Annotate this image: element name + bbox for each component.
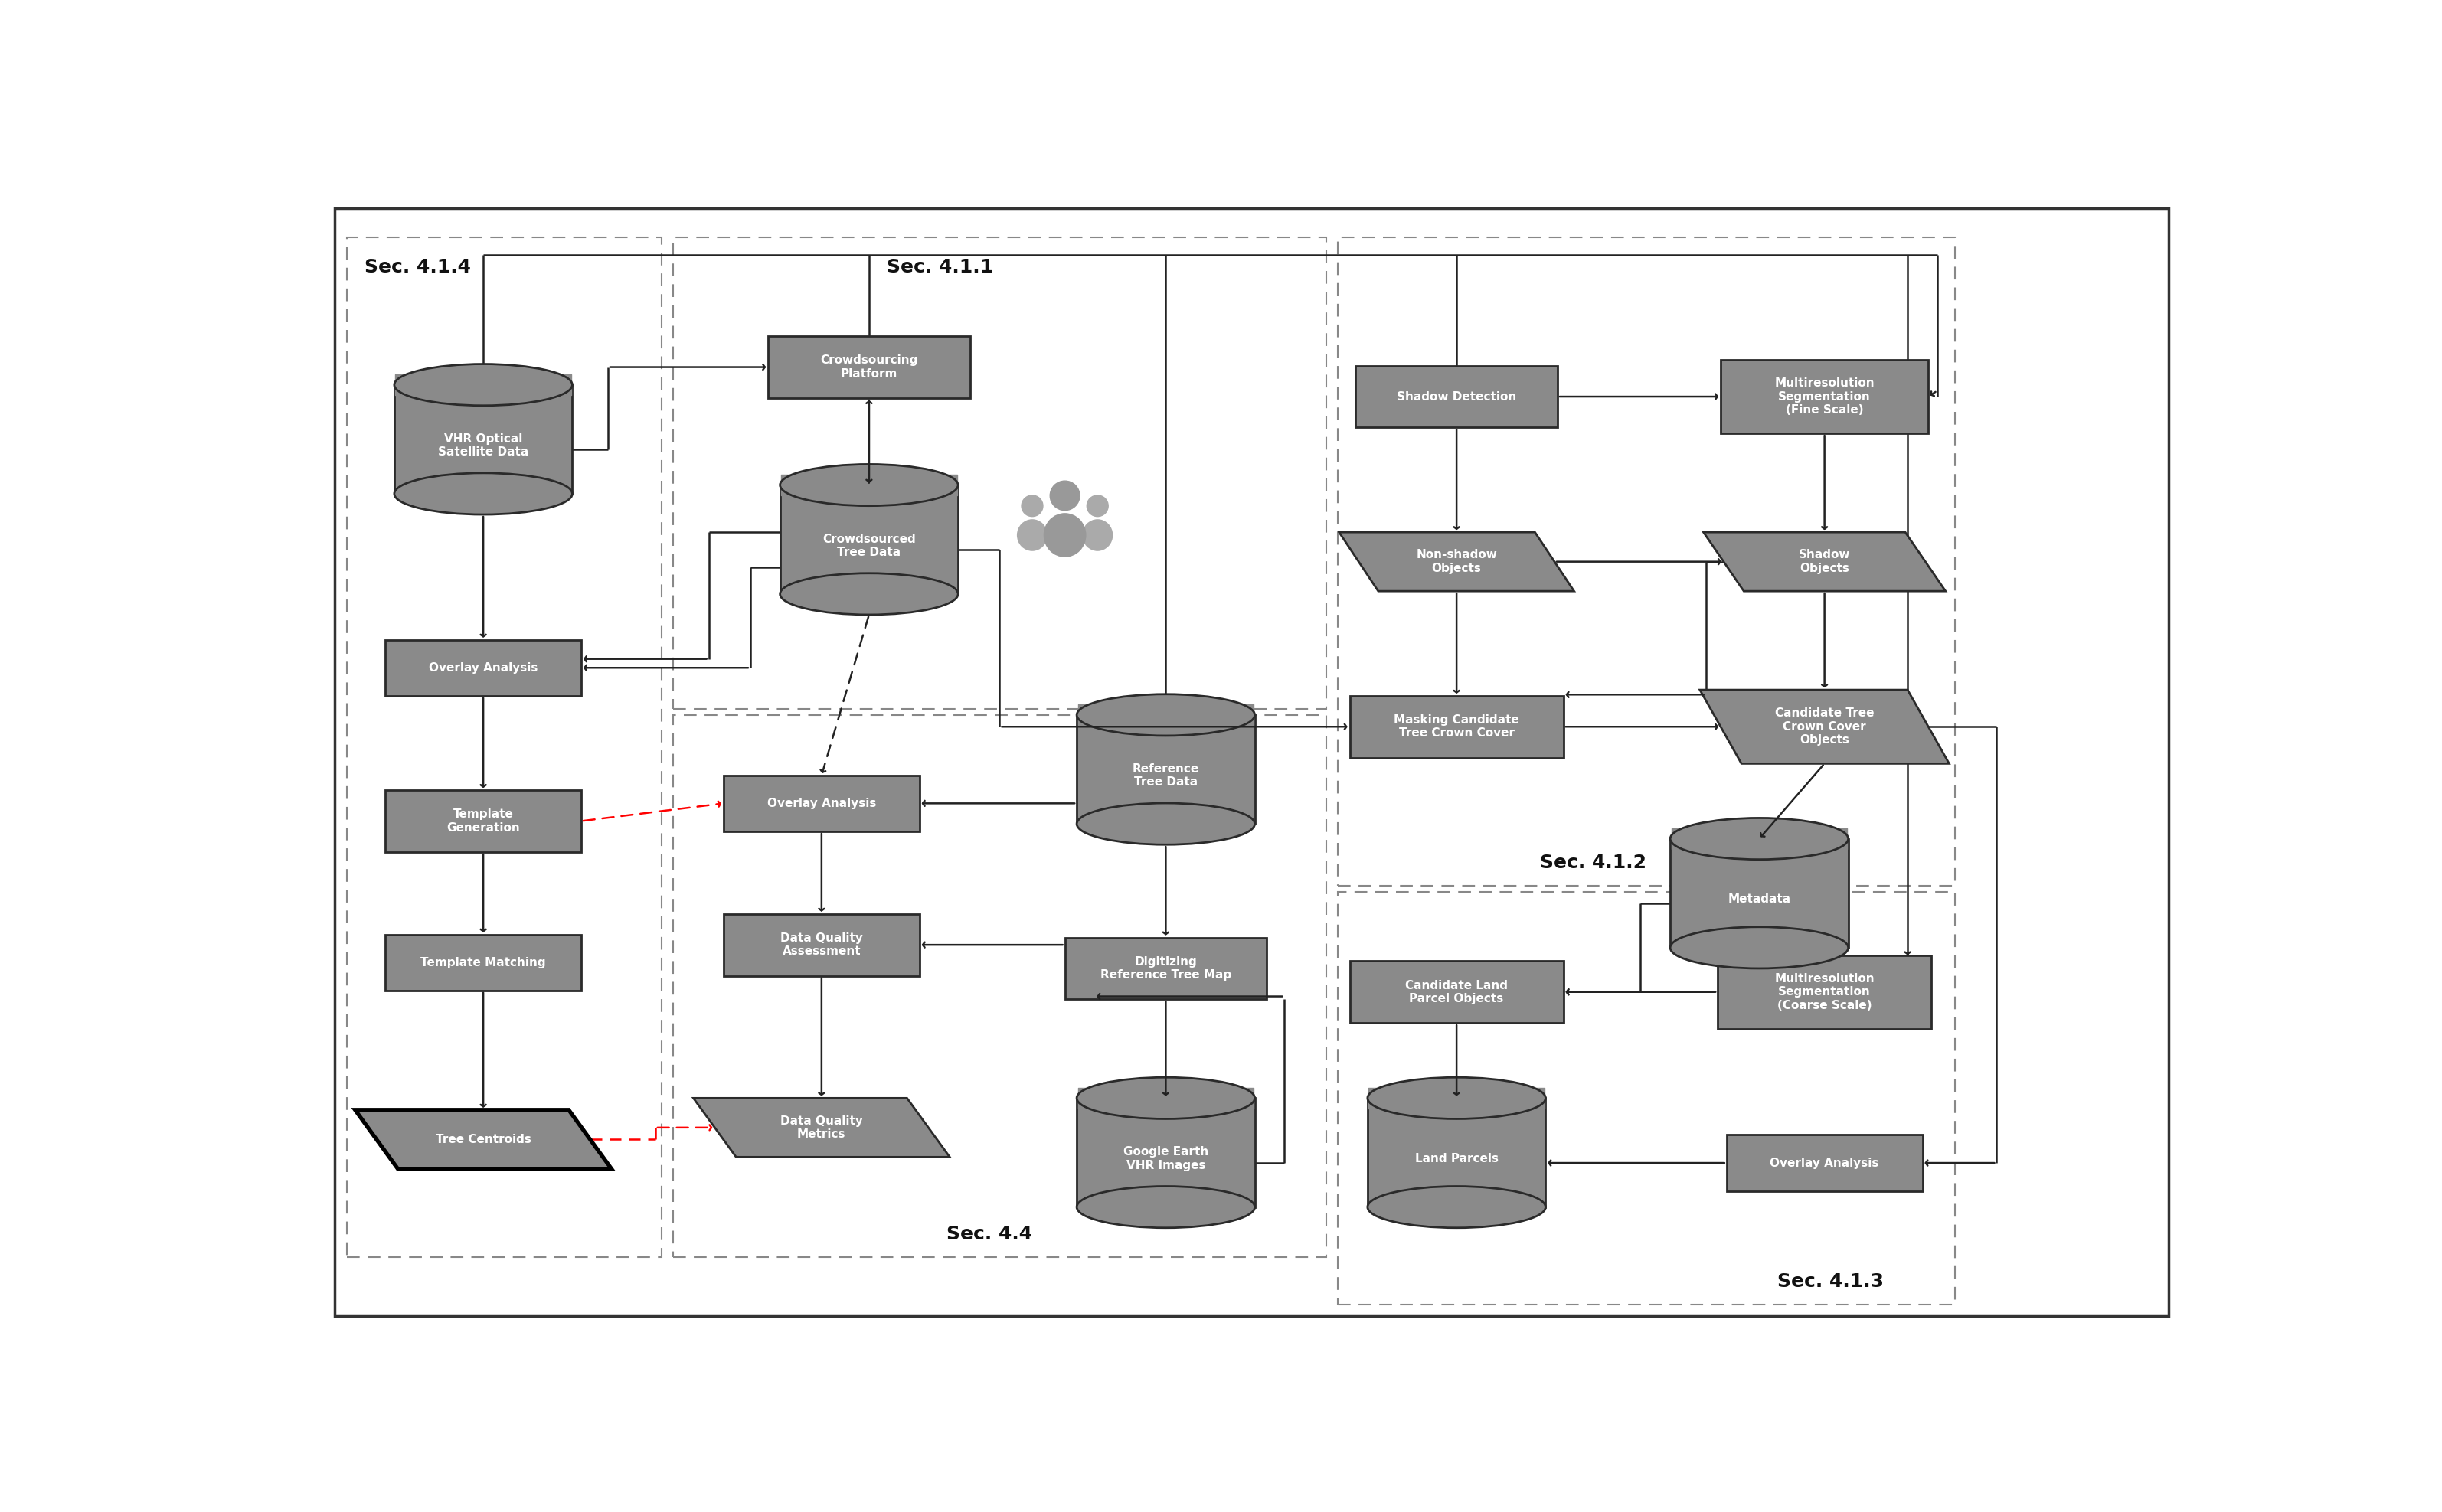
Text: Overlay Analysis: Overlay Analysis [767,798,877,809]
Text: Data Quality
Metrics: Data Quality Metrics [781,1116,862,1140]
Bar [347,237,662,1258]
Ellipse shape [1077,1078,1255,1119]
Text: Masking Candidate
Tree Crown Cover: Masking Candidate Tree Crown Cover [1394,714,1519,739]
Text: Metadata: Metadata [1729,894,1790,906]
Text: Shadow
Objects: Shadow Objects [1800,549,1851,575]
Bar [1077,715,1255,824]
Bar [1065,937,1267,999]
Bar [1077,1098,1255,1207]
Text: Sec. 4.1.1: Sec. 4.1.1 [886,259,994,277]
Ellipse shape [1077,1187,1255,1228]
Text: Data Quality
Assessment: Data Quality Assessment [781,933,862,957]
Text: Candidate Tree
Crown Cover
Objects: Candidate Tree Crown Cover Objects [1775,708,1873,745]
Bar [1368,1098,1546,1207]
Ellipse shape [1043,513,1087,558]
Ellipse shape [1082,519,1114,550]
Ellipse shape [1368,1078,1546,1119]
Bar [723,913,921,975]
Ellipse shape [1016,519,1048,550]
Bar [1350,696,1563,758]
Bar [674,715,1326,1258]
Text: Crowdsourcing
Platform: Crowdsourcing Platform [821,355,918,380]
Text: Google Earth
VHR Images: Google Earth VHR Images [1123,1146,1209,1172]
Text: Sec. 4.1.4: Sec. 4.1.4 [364,259,471,277]
Text: Digitizing
Reference Tree Map: Digitizing Reference Tree Map [1101,956,1231,981]
Bar [386,934,581,990]
Text: Non-shadow
Objects: Non-shadow Objects [1416,549,1497,575]
Text: Sec. 4.1.3: Sec. 4.1.3 [1778,1272,1883,1291]
Bar [723,776,921,832]
Polygon shape [1700,689,1949,764]
Text: Multiresolution
Segmentation
(Coarse Scale): Multiresolution Segmentation (Coarse Sca… [1775,972,1875,1012]
Circle shape [1021,496,1043,517]
Text: Overlay Analysis: Overlay Analysis [430,662,537,673]
Ellipse shape [393,364,571,405]
Bar [1338,237,1956,886]
Circle shape [1087,496,1109,517]
Bar [1670,839,1849,948]
Text: Shadow Detection: Shadow Detection [1397,392,1516,402]
Bar [1726,1136,1922,1191]
Bar [393,386,571,494]
Polygon shape [694,1098,950,1157]
Bar [386,791,581,851]
Bar [1350,962,1563,1024]
Ellipse shape [779,573,957,615]
Bar [1338,892,1956,1305]
Bar [779,485,957,594]
Circle shape [1050,481,1079,511]
Ellipse shape [1077,803,1255,845]
Bar [674,237,1326,709]
Text: VHR Optical
Satellite Data: VHR Optical Satellite Data [437,432,527,458]
Bar [1717,956,1932,1028]
Bar [1722,360,1929,434]
Ellipse shape [779,464,957,507]
Polygon shape [1705,532,1946,591]
Ellipse shape [1670,818,1849,859]
Text: Land Parcels: Land Parcels [1414,1154,1499,1164]
Text: Sec. 4.4: Sec. 4.4 [945,1225,1033,1243]
Text: Multiresolution
Segmentation
(Fine Scale): Multiresolution Segmentation (Fine Scale… [1775,378,1875,416]
Ellipse shape [1077,694,1255,736]
Text: Candidate Land
Parcel Objects: Candidate Land Parcel Objects [1404,980,1507,1004]
Bar [1355,366,1558,428]
Text: Reference
Tree Data: Reference Tree Data [1133,764,1199,788]
Text: Template
Generation: Template Generation [447,809,520,833]
Ellipse shape [1368,1187,1546,1228]
Text: Overlay Analysis: Overlay Analysis [1770,1157,1878,1169]
Text: Template Matching: Template Matching [420,957,547,968]
Bar [769,336,969,398]
Polygon shape [1338,532,1575,591]
Polygon shape [354,1110,610,1169]
Text: Crowdsourced
Tree Data: Crowdsourced Tree Data [823,534,916,558]
Text: Tree Centroids: Tree Centroids [435,1134,530,1145]
Text: Sec. 4.1.2: Sec. 4.1.2 [1538,854,1646,872]
Ellipse shape [1670,927,1849,968]
Bar [386,640,581,696]
Ellipse shape [393,473,571,514]
